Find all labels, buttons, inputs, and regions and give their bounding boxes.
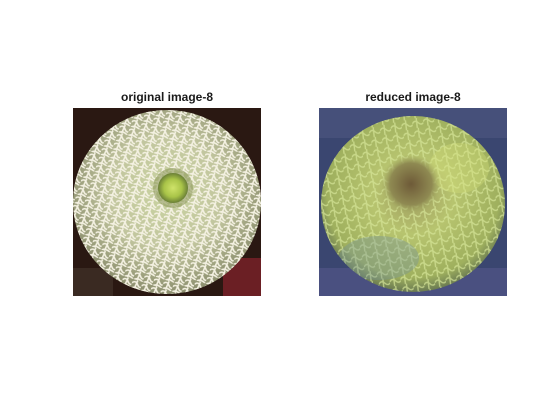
reduced-image-panel: reduced image-8 — [319, 90, 507, 298]
original-image-panel: original image-8 — [73, 90, 261, 298]
reduced-melon-image — [319, 108, 507, 296]
original-melon-image — [73, 108, 261, 296]
reduced-image-title: reduced image-8 — [365, 90, 461, 104]
original-image-title: original image-8 — [120, 90, 214, 104]
